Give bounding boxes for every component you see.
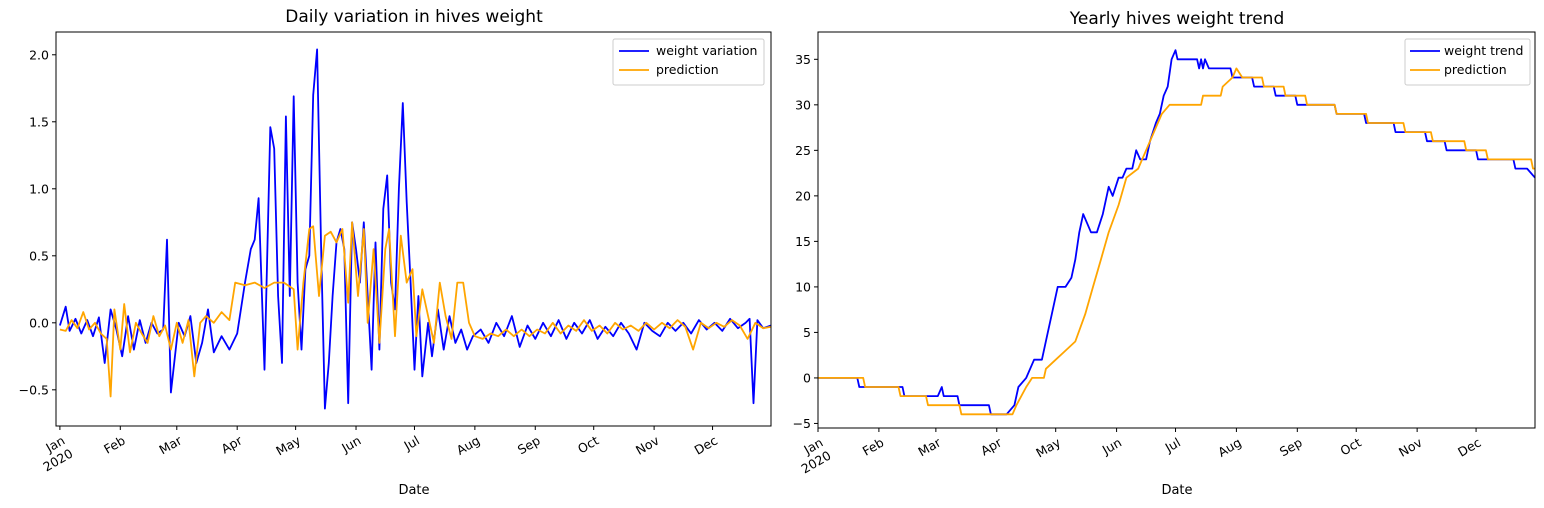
- chart-right-ytick-label: 25: [795, 143, 811, 158]
- chart-left-xtick-label: Dec: [692, 433, 721, 458]
- chart-right-xtick-label: Nov: [1396, 434, 1425, 459]
- chart-right-xtick-label: Oct: [1338, 435, 1364, 459]
- chart-right-ytick-label: 15: [795, 234, 811, 249]
- chart-left-series-prediction-line: [59, 221, 772, 398]
- chart-left-xtick-label: Jun: [338, 433, 363, 456]
- chart-left-xtick-label: Mar: [156, 432, 185, 457]
- chart-right-legend-label-0: weight trend: [1444, 43, 1523, 58]
- chart-right-title: Yearly hives weight trend: [1069, 9, 1284, 29]
- chart-right-xtick-label: Sep: [1277, 435, 1305, 460]
- chart-right-xtick-label: Mar: [915, 434, 944, 459]
- chart-right-xtick-label: Jul: [1162, 435, 1183, 456]
- chart-right-xtick-label: May: [1033, 434, 1063, 460]
- chart-right-legend: weight trend prediction: [1404, 38, 1531, 86]
- chart-left-ytick-label: 0.0: [29, 315, 49, 330]
- chart-left-ytick-label: 1.5: [29, 114, 49, 129]
- chart-left-series-main-line: [59, 48, 772, 410]
- chart-left-legend-box: [612, 38, 765, 86]
- chart-left-xlabel: Date: [398, 483, 429, 498]
- chart-left-xtick-label: Feb: [101, 433, 128, 457]
- chart-left-xtick-label: Apr: [218, 432, 245, 456]
- chart-left-xtick-label: Nov: [633, 432, 662, 457]
- chart-left-xtick-label: Aug: [454, 433, 483, 458]
- chart-right-xtick-label: Aug: [1215, 435, 1244, 460]
- chart-right-ytick-label: 10: [795, 279, 811, 294]
- chart-right-ytick-label: 0: [803, 370, 811, 385]
- chart-right-series: [818, 49, 1536, 416]
- chart-left-plot-frame: [55, 31, 772, 427]
- chart-right-xlabel: Date: [1161, 483, 1192, 498]
- chart-right-xtick-label: Apr: [978, 434, 1005, 458]
- chart-left-xtick-label: May: [273, 432, 303, 458]
- chart-left-xtick-label: Oct: [575, 433, 601, 457]
- chart-right-legend-label-1: prediction: [1444, 62, 1507, 77]
- chart-right-xtick-label: Jun: [1099, 435, 1124, 458]
- chart-left-ytick-label: 1.0: [29, 181, 49, 196]
- chart-right-series-main-line: [818, 49, 1536, 416]
- chart-left-legend-label-0: weight variation: [656, 43, 757, 58]
- chart-right-xtick-label: Feb: [860, 435, 887, 459]
- chart-left-ytick-label: −0.5: [19, 382, 49, 397]
- chart-left-title: Daily variation in hives weight: [285, 7, 543, 27]
- chart-right: Yearly hives weight trend 35 30 25 20 15 10 5 0…: [793, 9, 1536, 498]
- chart-right-xtick-label: Dec: [1455, 435, 1484, 460]
- chart-right-ytick-label: 35: [795, 52, 811, 67]
- chart-left: Daily variation in hives weight 2.0 1.5 1.…: [19, 7, 772, 498]
- chart-left-xtick-label: Sep: [515, 433, 543, 458]
- chart-left-legend-label-1: prediction: [656, 62, 719, 77]
- chart-left-xtick-label: Jul: [401, 433, 422, 454]
- chart-right-ytick-label: 30: [795, 97, 811, 112]
- chart-right-series-prediction-line: [818, 67, 1535, 416]
- chart-left-legend: weight variation prediction: [612, 38, 765, 86]
- chart-left-ytick-label: 2.0: [29, 47, 49, 62]
- chart-right-ytick-label: 5: [803, 325, 811, 340]
- chart-right-ytick-label: −5: [793, 416, 811, 431]
- chart-left-ytick-label: 0.5: [29, 248, 49, 263]
- chart-right-plot-frame: [817, 31, 1536, 429]
- chart-left-series: [59, 48, 772, 410]
- chart-right-ytick-label: 20: [795, 188, 811, 203]
